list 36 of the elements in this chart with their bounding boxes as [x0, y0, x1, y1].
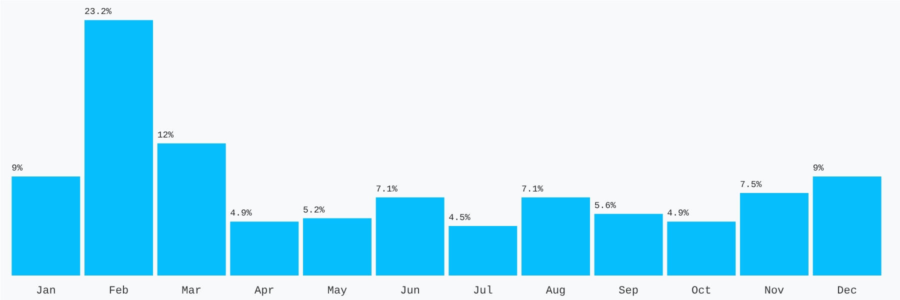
x-tick-label: Oct	[692, 286, 712, 298]
data-label: 5.2%	[303, 205, 326, 216]
x-tick-label: Jun	[400, 286, 420, 298]
x-tick-label: Jul	[473, 286, 493, 298]
bar	[522, 197, 590, 276]
data-label: 9%	[12, 163, 24, 174]
data-label: 23.2%	[84, 7, 112, 18]
bar	[594, 214, 663, 276]
data-label: 9%	[812, 163, 824, 174]
bar	[84, 20, 153, 276]
x-tick-label: May	[327, 286, 348, 298]
x-tick-label: Jan	[36, 286, 56, 298]
x-tick-label: Mar	[182, 286, 202, 298]
data-label: 4.9%	[667, 208, 690, 219]
x-tick-label: Apr	[254, 286, 274, 298]
bar	[812, 176, 882, 276]
x-tick-label: Feb	[108, 286, 129, 298]
bar	[157, 143, 226, 276]
bar	[376, 197, 444, 276]
data-label: 7.5%	[740, 180, 762, 190]
data-label: 12%	[157, 130, 174, 140]
x-tick-label: Dec	[837, 286, 857, 298]
data-label: 4.5%	[448, 212, 471, 223]
bar	[303, 218, 372, 276]
bar	[448, 226, 518, 276]
bar	[667, 222, 736, 276]
data-label: 7.1%	[522, 184, 544, 194]
bar	[230, 222, 299, 276]
x-tick-label: Nov	[764, 286, 785, 298]
data-label: 4.9%	[230, 208, 252, 219]
data-label: 7.1%	[376, 184, 398, 194]
bar	[740, 192, 808, 276]
x-tick-label: Sep	[618, 286, 638, 298]
data-label: 5.6%	[594, 200, 617, 211]
bar	[12, 176, 80, 276]
x-tick-label: Aug	[546, 286, 566, 298]
